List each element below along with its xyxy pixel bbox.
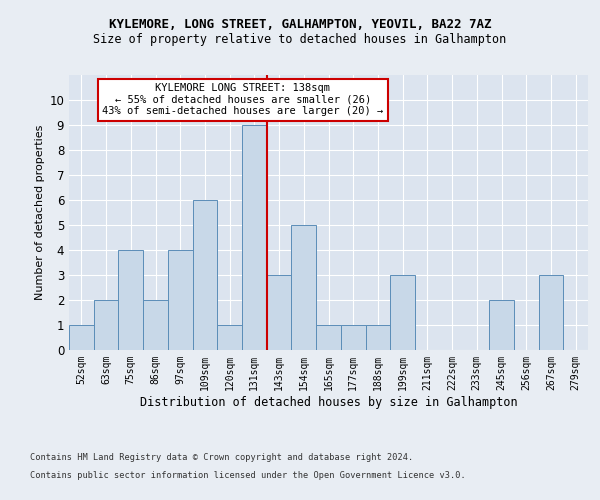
- Bar: [94, 300, 118, 350]
- Bar: [217, 325, 242, 350]
- Bar: [539, 275, 563, 350]
- Bar: [168, 250, 193, 350]
- Text: Contains public sector information licensed under the Open Government Licence v3: Contains public sector information licen…: [30, 472, 466, 480]
- Bar: [341, 325, 365, 350]
- Bar: [242, 125, 267, 350]
- Bar: [489, 300, 514, 350]
- Text: KYLEMORE, LONG STREET, GALHAMPTON, YEOVIL, BA22 7AZ: KYLEMORE, LONG STREET, GALHAMPTON, YEOVI…: [109, 18, 491, 30]
- Text: Contains HM Land Registry data © Crown copyright and database right 2024.: Contains HM Land Registry data © Crown c…: [30, 453, 413, 462]
- Y-axis label: Number of detached properties: Number of detached properties: [35, 125, 45, 300]
- Text: Distribution of detached houses by size in Galhampton: Distribution of detached houses by size …: [140, 396, 518, 409]
- Bar: [316, 325, 341, 350]
- Bar: [267, 275, 292, 350]
- Bar: [143, 300, 168, 350]
- Bar: [292, 225, 316, 350]
- Text: Size of property relative to detached houses in Galhampton: Size of property relative to detached ho…: [94, 32, 506, 46]
- Bar: [193, 200, 217, 350]
- Bar: [69, 325, 94, 350]
- Text: KYLEMORE LONG STREET: 138sqm
← 55% of detached houses are smaller (26)
43% of se: KYLEMORE LONG STREET: 138sqm ← 55% of de…: [102, 83, 383, 116]
- Bar: [390, 275, 415, 350]
- Bar: [118, 250, 143, 350]
- Bar: [365, 325, 390, 350]
